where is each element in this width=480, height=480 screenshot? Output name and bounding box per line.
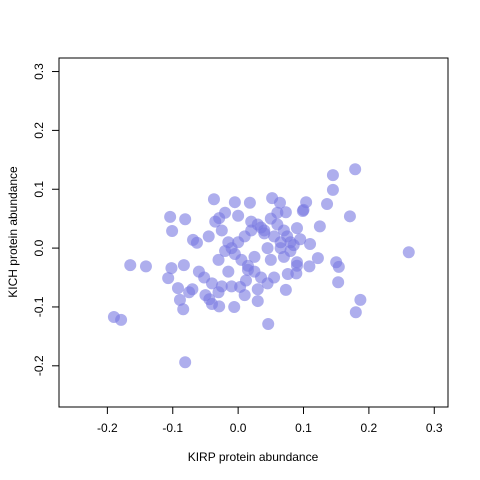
- x-tick-label: -0.2: [97, 421, 118, 435]
- x-tick-label: -0.1: [162, 421, 183, 435]
- x-tick-label: 0.0: [230, 421, 247, 435]
- point: [171, 282, 184, 295]
- point: [166, 225, 179, 238]
- point: [165, 262, 178, 275]
- point: [251, 283, 264, 296]
- point: [248, 250, 261, 263]
- point: [192, 265, 205, 278]
- point: [279, 283, 292, 296]
- point: [321, 197, 334, 210]
- y-tick-label: 0.3: [32, 63, 46, 80]
- point: [311, 252, 324, 265]
- point: [222, 265, 235, 278]
- point: [207, 193, 220, 206]
- point: [238, 289, 251, 302]
- point: [271, 206, 284, 219]
- point: [261, 242, 274, 255]
- point: [179, 356, 192, 369]
- point: [162, 272, 175, 285]
- point: [264, 253, 277, 266]
- point: [177, 259, 190, 272]
- point: [215, 280, 228, 293]
- point: [326, 183, 339, 196]
- point: [279, 206, 292, 219]
- point: [294, 233, 307, 246]
- point: [222, 236, 235, 249]
- point: [313, 220, 326, 233]
- point: [202, 230, 215, 243]
- point: [219, 206, 232, 219]
- point: [164, 210, 177, 223]
- point: [173, 293, 186, 306]
- point: [228, 300, 241, 313]
- point: [349, 163, 362, 176]
- point: [332, 276, 345, 289]
- point: [179, 213, 192, 226]
- point: [199, 289, 212, 302]
- y-tick-label: -0.2: [32, 355, 46, 376]
- point: [212, 253, 225, 266]
- point: [209, 215, 222, 228]
- y-tick-label: 0.2: [32, 122, 46, 139]
- point: [255, 221, 268, 234]
- point: [402, 246, 415, 259]
- y-tick-label: -0.1: [32, 296, 46, 317]
- point: [354, 293, 367, 306]
- point: [177, 303, 190, 316]
- point: [183, 286, 196, 299]
- point: [304, 237, 317, 250]
- point: [281, 267, 294, 280]
- point: [268, 230, 281, 243]
- point: [245, 215, 258, 228]
- point: [115, 313, 128, 326]
- point: [326, 169, 339, 182]
- point: [284, 245, 297, 258]
- plot-box: [58, 57, 449, 408]
- point: [290, 222, 303, 235]
- point: [215, 224, 228, 237]
- point: [139, 260, 152, 273]
- x-tick-label: 0.3: [426, 421, 443, 435]
- point: [332, 260, 345, 273]
- point: [190, 236, 203, 249]
- point: [297, 203, 310, 216]
- point: [273, 196, 286, 209]
- point: [303, 260, 316, 273]
- point: [232, 209, 245, 222]
- point: [239, 274, 252, 287]
- point: [225, 280, 238, 293]
- point: [349, 306, 362, 319]
- y-tick-label: 0.0: [32, 239, 46, 256]
- y-tick-label: 0.1: [32, 181, 46, 198]
- point: [251, 295, 264, 308]
- point: [205, 277, 218, 290]
- point: [262, 318, 275, 331]
- point: [243, 196, 256, 209]
- point: [268, 271, 281, 284]
- y-axis-title: KICH protein abundance: [6, 166, 20, 298]
- x-tick-label: 0.1: [295, 421, 312, 435]
- point: [228, 196, 241, 209]
- x-axis-title: KIRP protein abundance: [188, 450, 319, 464]
- point: [205, 298, 218, 311]
- point: [343, 210, 356, 223]
- x-tick-label: 0.2: [361, 421, 378, 435]
- point: [290, 259, 303, 272]
- point: [124, 259, 137, 272]
